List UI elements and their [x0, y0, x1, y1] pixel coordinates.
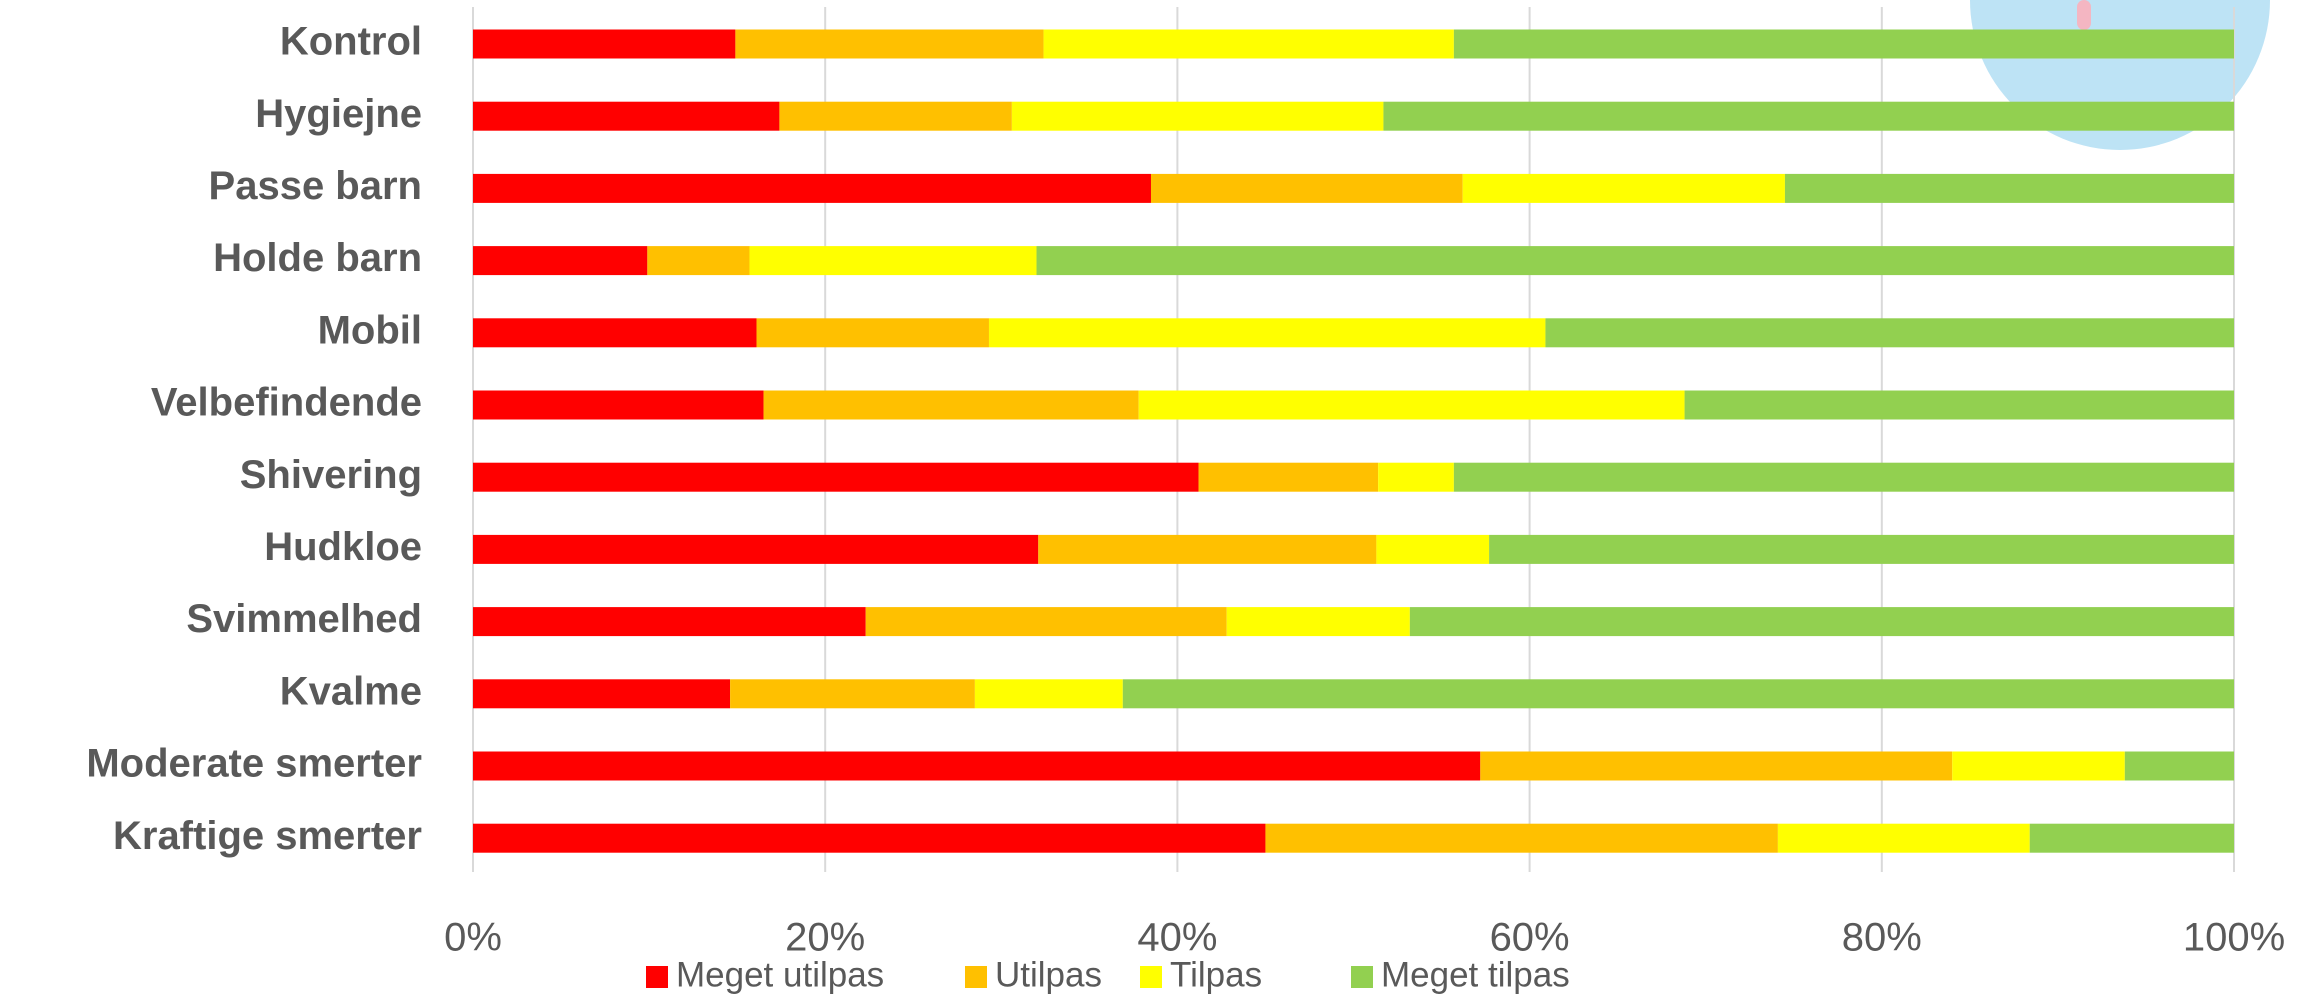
bar-segment — [473, 534, 1039, 564]
y-tick-label: Moderate smerter — [86, 742, 422, 786]
bar-segment — [1383, 101, 2234, 131]
bar-segment — [1043, 29, 1454, 59]
bar-segment — [1226, 607, 1410, 637]
bar-segment — [1122, 679, 2234, 709]
bar-segment — [1684, 390, 2234, 420]
bar-segment — [1378, 462, 1454, 492]
bar-segment — [473, 390, 764, 420]
bar-segment — [1138, 390, 1685, 420]
legend-swatch — [1140, 966, 1162, 988]
bar-segment — [1409, 607, 2234, 637]
bar-segment — [1545, 318, 2234, 348]
bar-segment — [473, 751, 1481, 781]
bar-segment — [988, 318, 1546, 348]
bar-segment — [1198, 462, 1379, 492]
legend-label: Meget utilpas — [676, 955, 884, 994]
x-tick-label: 80% — [1842, 916, 1922, 960]
bar-segment — [473, 318, 757, 348]
y-tick-label: Velbefindende — [151, 381, 422, 425]
bar-segment — [1038, 534, 1377, 564]
bar-segment — [779, 101, 1012, 131]
bar-segment — [2029, 823, 2234, 853]
bar-segment — [473, 462, 1199, 492]
bar-segment — [473, 607, 866, 637]
bar-segment — [730, 679, 975, 709]
y-tick-label: Shivering — [240, 453, 422, 497]
bar-segment — [749, 246, 1037, 276]
bar-segment — [1784, 173, 2234, 203]
bar-segment — [1376, 534, 1490, 564]
legend-swatch — [1351, 966, 1373, 988]
bar-segment — [1036, 246, 2234, 276]
bar-segment — [1453, 462, 2234, 492]
bar-segment — [1480, 751, 1953, 781]
bar-segment — [865, 607, 1227, 637]
bar-segment — [473, 679, 731, 709]
legend-label: Utilpas — [995, 955, 1102, 994]
y-tick-label: Hudkloe — [264, 525, 422, 569]
legend-label: Meget tilpas — [1381, 955, 1570, 994]
bar-segment — [1952, 751, 2125, 781]
y-tick-label: Passe barn — [209, 164, 422, 208]
legend-swatch — [965, 966, 987, 988]
bar-segment — [1462, 173, 1785, 203]
bar-segment — [473, 173, 1151, 203]
y-tick-label: Mobil — [318, 308, 422, 352]
bar-segment — [1489, 534, 2234, 564]
y-tick-label: Hygiejne — [255, 92, 422, 136]
y-tick-label: Holde barn — [213, 236, 422, 280]
bar-segment — [1777, 823, 2030, 853]
bar-segment — [974, 679, 1123, 709]
x-tick-label: 60% — [1490, 916, 1570, 960]
bar-segment — [2124, 751, 2234, 781]
legend-swatch — [646, 966, 668, 988]
y-tick-label: Kvalme — [280, 669, 422, 713]
bar-segment — [473, 246, 648, 276]
legend-label: Tilpas — [1170, 955, 1262, 994]
y-tick-label: Kraftige smerter — [113, 814, 422, 858]
y-tick-label: Svimmelhed — [186, 597, 422, 641]
bar-segment — [763, 390, 1139, 420]
bar-segment — [1150, 173, 1463, 203]
bar-segment — [473, 29, 736, 59]
decoration — [2077, 0, 2091, 30]
x-tick-label: 100% — [2183, 916, 2285, 960]
bar-segment — [1453, 29, 2234, 59]
x-tick-label: 40% — [1137, 916, 1217, 960]
bar-segment — [473, 823, 1266, 853]
bar-segment — [473, 101, 780, 131]
bar-segment — [756, 318, 989, 348]
x-tick-label: 0% — [444, 916, 502, 960]
bar-segment — [735, 29, 1044, 59]
x-tick-label: 20% — [785, 916, 865, 960]
bar-segment — [1265, 823, 1778, 853]
bar-segment — [1011, 101, 1384, 131]
bar-segment — [647, 246, 750, 276]
y-tick-label: Kontrol — [280, 20, 422, 64]
